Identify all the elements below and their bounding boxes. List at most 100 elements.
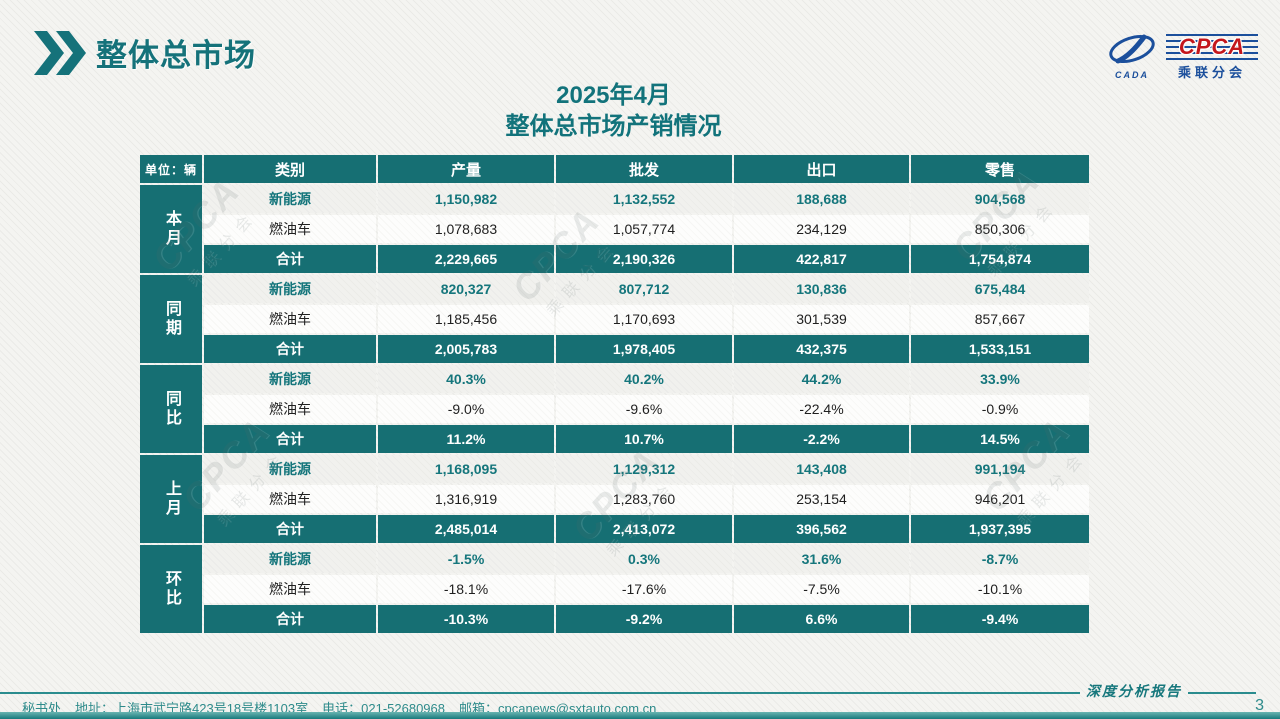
table-cell: 0.3%: [556, 545, 732, 573]
cpca-chinese-label: 乘联分会: [1177, 65, 1246, 80]
bottom-accent-bar: [0, 712, 1280, 719]
row-group-label: 本月: [140, 185, 202, 273]
table-cell: 396,562: [734, 515, 909, 543]
cpca-label: CPCA: [1178, 34, 1246, 59]
table-cell: 10.7%: [556, 425, 732, 453]
table-cell: 807,712: [556, 275, 732, 303]
table-cell: 143,408: [734, 455, 909, 483]
table-cell: 1,754,874: [911, 245, 1089, 273]
table-title: 2025年4月 整体总市场产销情况: [140, 80, 1087, 142]
table-cell: -22.4%: [734, 395, 909, 423]
table-cell: 40.2%: [556, 365, 732, 393]
table-cell: 253,154: [734, 485, 909, 513]
row-group-label: 上月: [140, 455, 202, 543]
table-cell: 1,533,151: [911, 335, 1089, 363]
table-cell: -9.2%: [556, 605, 732, 633]
row-category: 燃油车: [204, 395, 376, 423]
row-category: 燃油车: [204, 575, 376, 603]
table-cell: 850,306: [911, 215, 1089, 243]
cpca-stripes: CPCA: [1166, 34, 1258, 60]
table-cell: 1,978,405: [556, 335, 732, 363]
table-cell: 234,129: [734, 215, 909, 243]
row-category: 新能源: [204, 185, 376, 213]
table-cell: 2,229,665: [378, 245, 554, 273]
row-group-label: 同比: [140, 365, 202, 453]
table-cell: 301,539: [734, 305, 909, 333]
table-cell: 432,375: [734, 335, 909, 363]
row-category: 新能源: [204, 545, 376, 573]
table-cell: 31.6%: [734, 545, 909, 573]
table-cell: -17.6%: [556, 575, 732, 603]
table-cell: 2,485,014: [378, 515, 554, 543]
table-cell: 675,484: [911, 275, 1089, 303]
row-category: 新能源: [204, 455, 376, 483]
table-cell: 188,688: [734, 185, 909, 213]
table-cell: -10.1%: [911, 575, 1089, 603]
table-cell: 1,170,693: [556, 305, 732, 333]
table-cell: 11.2%: [378, 425, 554, 453]
column-header-production: 产量: [378, 155, 554, 183]
table-cell: 946,201: [911, 485, 1089, 513]
table-cell: 14.5%: [911, 425, 1089, 453]
table-cell: -9.4%: [911, 605, 1089, 633]
table-title-line2: 整体总市场产销情况: [505, 113, 722, 140]
column-header-wholesale: 批发: [556, 155, 732, 183]
table-cell: -8.7%: [911, 545, 1089, 573]
table-cell: 820,327: [378, 275, 554, 303]
column-header-export: 出口: [734, 155, 909, 183]
double-chevron-icon: [34, 30, 86, 75]
row-category: 合计: [204, 245, 376, 273]
table-cell: -2.2%: [734, 425, 909, 453]
table-cell: 44.2%: [734, 365, 909, 393]
table-cell: -0.9%: [911, 395, 1089, 423]
unit-label: 单位：辆: [140, 155, 202, 183]
row-category: 合计: [204, 425, 376, 453]
table-cell: 904,568: [911, 185, 1089, 213]
row-category: 燃油车: [204, 215, 376, 243]
table-cell: 857,667: [911, 305, 1089, 333]
table-cell: -9.0%: [378, 395, 554, 423]
cada-label: CADA: [1115, 70, 1149, 80]
row-category: 合计: [204, 515, 376, 543]
row-category: 新能源: [204, 365, 376, 393]
table-cell: 1,185,456: [378, 305, 554, 333]
page-number: 3: [1255, 697, 1264, 714]
table-cell: 1,316,919: [378, 485, 554, 513]
row-group-label: 环比: [140, 545, 202, 633]
table-cell: -9.6%: [556, 395, 732, 423]
row-category: 燃油车: [204, 485, 376, 513]
table-cell: 1,168,095: [378, 455, 554, 483]
footer-divider-left: [0, 692, 1080, 694]
page-title: 整体总市场: [96, 38, 256, 73]
table-cell: 6.6%: [734, 605, 909, 633]
footer-divider-right: [1188, 692, 1256, 694]
row-category: 燃油车: [204, 305, 376, 333]
table-cell: -7.5%: [734, 575, 909, 603]
market-table: 单位：辆 类别 产量 批发 出口 零售 本月 新能源 1,150,982 1,1…: [140, 155, 1089, 633]
table-cell: 991,194: [911, 455, 1089, 483]
report-type-label: 深度分析报告: [1086, 685, 1182, 700]
table-cell: 1,057,774: [556, 215, 732, 243]
table-cell: 2,190,326: [556, 245, 732, 273]
table-cell: 1,150,982: [378, 185, 554, 213]
table-cell: 422,817: [734, 245, 909, 273]
table-cell: 40.3%: [378, 365, 554, 393]
table-cell: 1,283,760: [556, 485, 732, 513]
table-cell: 2,005,783: [378, 335, 554, 363]
slide-header: 整体总市场: [34, 30, 256, 75]
cpca-wordmark: CPCA 乘联分会: [1166, 34, 1258, 81]
table-title-line1: 2025年4月: [556, 82, 671, 109]
column-header-retail: 零售: [911, 155, 1089, 183]
row-category: 新能源: [204, 275, 376, 303]
table-cell: 130,836: [734, 275, 909, 303]
table-cell: 1,132,552: [556, 185, 732, 213]
table-cell: 1,078,683: [378, 215, 554, 243]
table-cell: 1,937,395: [911, 515, 1089, 543]
table-cell: -10.3%: [378, 605, 554, 633]
table-cell: -18.1%: [378, 575, 554, 603]
column-header-category: 类别: [204, 155, 376, 183]
row-group-label: 同期: [140, 275, 202, 363]
cada-logo: CADA: [1104, 34, 1160, 80]
table-cell: -1.5%: [378, 545, 554, 573]
